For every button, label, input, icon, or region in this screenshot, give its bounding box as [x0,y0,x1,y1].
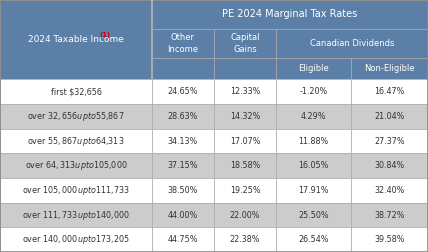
Text: 38.72%: 38.72% [374,210,405,219]
Text: 38.50%: 38.50% [168,186,198,195]
Bar [214,129,276,153]
Text: 17.91%: 17.91% [298,186,329,195]
Text: over $55,867 up to $64,313: over $55,867 up to $64,313 [27,135,125,147]
Text: 12.33%: 12.33% [230,87,260,96]
Bar [214,178,276,203]
Bar [351,129,428,153]
Text: Canadian Dividends: Canadian Dividends [310,39,394,48]
Text: 17.07%: 17.07% [230,137,260,145]
Text: 27.37%: 27.37% [374,137,405,145]
Text: 28.63%: 28.63% [168,112,198,121]
Bar [276,104,351,129]
Text: 30.84%: 30.84% [374,161,404,170]
Text: 2024 Taxable Income: 2024 Taxable Income [28,35,124,44]
Text: PE 2024 Marginal Tax Rates: PE 2024 Marginal Tax Rates [222,10,358,19]
Text: 26.54%: 26.54% [298,235,329,244]
Text: 16.47%: 16.47% [374,87,404,96]
Text: 24.65%: 24.65% [168,87,198,96]
Text: 22.00%: 22.00% [230,210,260,219]
Bar [0,227,152,252]
Text: 21.04%: 21.04% [374,112,404,121]
Bar [152,203,214,227]
Bar [214,227,276,252]
Bar [276,227,351,252]
Bar [351,203,428,227]
Text: -1.20%: -1.20% [299,87,328,96]
Bar [152,227,214,252]
Bar [276,153,351,178]
Bar [0,0,152,79]
Text: Other
Income: Other Income [167,34,199,53]
Bar [152,79,214,104]
Text: Eligible: Eligible [298,64,329,73]
Text: 44.75%: 44.75% [168,235,198,244]
Bar [152,178,214,203]
Text: 4.29%: 4.29% [301,112,326,121]
Bar [276,58,351,79]
Bar [0,153,152,178]
Bar [0,79,152,104]
Bar [152,129,214,153]
Bar [351,79,428,104]
Bar [152,29,214,58]
Text: Capital
Gains: Capital Gains [230,34,260,53]
Text: 16.05%: 16.05% [298,161,329,170]
Bar [214,153,276,178]
Text: (1): (1) [100,32,110,38]
Bar [214,79,276,104]
Text: 34.13%: 34.13% [168,137,198,145]
Text: 25.50%: 25.50% [298,210,329,219]
Bar [0,129,152,153]
Text: over $111,733 up to $140,000: over $111,733 up to $140,000 [22,208,130,222]
Text: 39.58%: 39.58% [374,235,405,244]
Text: over $105,000 up to $111,733: over $105,000 up to $111,733 [22,184,130,197]
Bar [0,178,152,203]
Text: 14.32%: 14.32% [230,112,260,121]
Text: 11.88%: 11.88% [298,137,329,145]
Bar [276,203,351,227]
Text: over $32,656 up to $55,867: over $32,656 up to $55,867 [27,110,125,123]
Bar [276,178,351,203]
Bar [351,104,428,129]
Bar [351,227,428,252]
Bar [214,29,276,58]
Bar [276,79,351,104]
Text: 19.25%: 19.25% [230,186,260,195]
Text: 22.38%: 22.38% [230,235,260,244]
Bar [152,104,214,129]
Bar [214,58,276,79]
Bar [0,104,152,129]
Bar [351,58,428,79]
Bar [276,29,428,58]
Bar [214,104,276,129]
Bar [152,153,214,178]
Text: 44.00%: 44.00% [168,210,198,219]
Text: 32.40%: 32.40% [374,186,404,195]
Text: 18.58%: 18.58% [230,161,260,170]
Bar [276,129,351,153]
Bar [214,203,276,227]
Text: over $140,000 up to $173,205: over $140,000 up to $173,205 [22,233,130,246]
Bar [351,153,428,178]
Text: 37.15%: 37.15% [168,161,198,170]
Bar [0,203,152,227]
Bar [351,178,428,203]
Text: over $64,313 up to $105,000: over $64,313 up to $105,000 [25,159,127,172]
Text: Non-Eligible: Non-Eligible [364,64,415,73]
Text: first $32,656: first $32,656 [51,87,101,96]
Bar [152,58,214,79]
Bar [152,0,428,29]
